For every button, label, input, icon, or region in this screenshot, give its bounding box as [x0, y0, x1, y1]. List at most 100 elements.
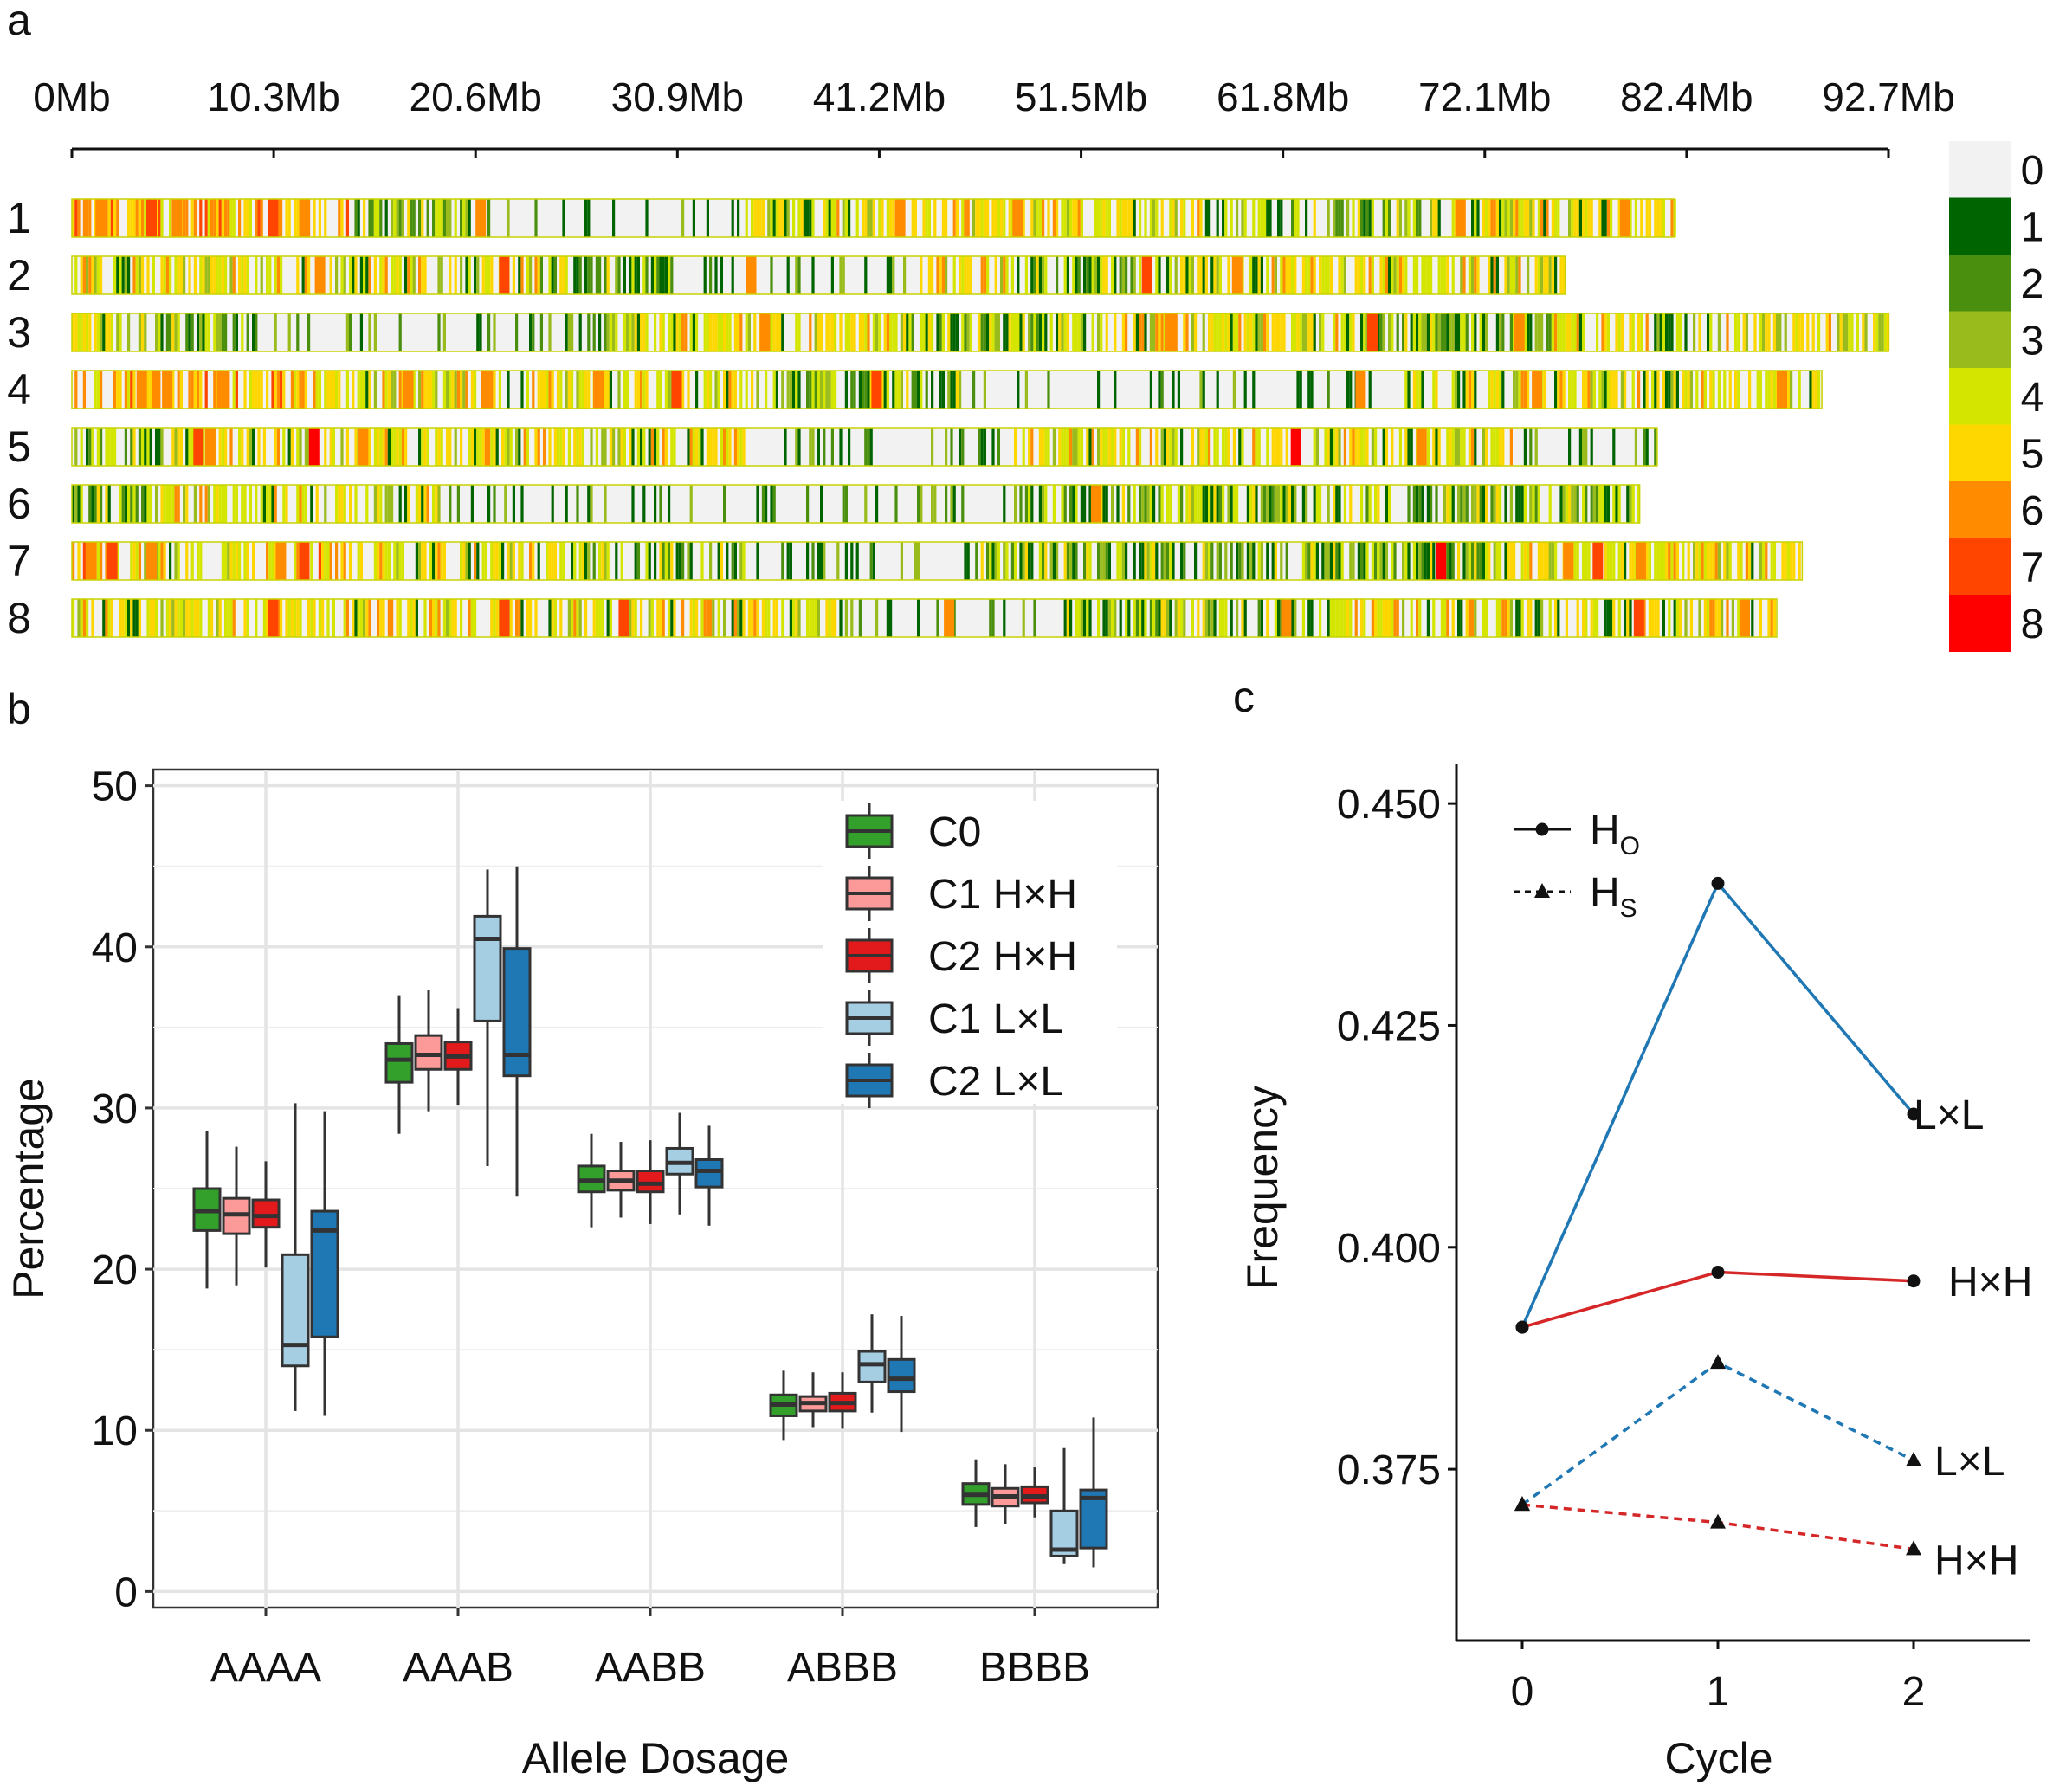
series-end-label: H×H [1948, 1260, 2032, 1305]
density-bin [617, 371, 621, 409]
mb-axis-tick-label: 72.1Mb [1418, 74, 1551, 119]
density-bin [313, 371, 316, 409]
density-bin [1654, 599, 1657, 637]
density-bin [271, 371, 274, 409]
density-bin [141, 313, 145, 351]
density-bin [1269, 199, 1272, 237]
density-bin [1451, 485, 1455, 523]
density-bin [1144, 599, 1147, 637]
density-bin [238, 542, 242, 580]
density-bin [1236, 199, 1239, 237]
density-bin [1340, 313, 1344, 351]
density-bin [642, 428, 646, 466]
density-bin [243, 199, 247, 237]
density-bin [1701, 371, 1704, 409]
density-bin [1107, 428, 1111, 466]
density-bin [1527, 313, 1530, 351]
density-bin [1199, 371, 1203, 409]
density-bin [1587, 199, 1591, 237]
density-bin [1208, 485, 1211, 523]
box-C1-L-L-AABB [665, 1112, 694, 1215]
density-bin [185, 599, 189, 637]
density-bin [1321, 313, 1325, 351]
density-bin [1612, 371, 1616, 409]
density-bin [1687, 542, 1690, 580]
density-bin [1432, 542, 1436, 580]
density-bin [1155, 199, 1159, 237]
density-bin [1075, 599, 1078, 637]
density-bin [1507, 256, 1510, 294]
density-bin [886, 199, 889, 237]
density-bin [1107, 199, 1111, 237]
density-bin [1604, 199, 1607, 237]
density-bin [160, 485, 164, 523]
density-bin [1038, 199, 1042, 237]
density-bin [1728, 371, 1732, 409]
density-bin [199, 199, 203, 237]
density-bin [1490, 371, 1494, 409]
density-bin [1416, 485, 1419, 523]
density-bin [1274, 256, 1277, 294]
density-bin [1204, 428, 1208, 466]
density-bin [301, 256, 305, 294]
density-bin [670, 256, 674, 294]
density-bin [1654, 428, 1657, 466]
density-bin [894, 371, 898, 409]
density-bin [345, 599, 349, 637]
density-bin [1056, 313, 1059, 351]
density-bin [761, 485, 765, 523]
density-bin [534, 428, 538, 466]
density-bin [1368, 199, 1372, 237]
density-bin [1523, 485, 1527, 523]
density-bin [1430, 485, 1433, 523]
density-bin [1554, 599, 1558, 637]
density-bin [1291, 313, 1294, 351]
density-bin [1230, 542, 1233, 580]
density-bin [1019, 485, 1023, 523]
density-bin [1363, 313, 1366, 351]
density-bin [1430, 542, 1433, 580]
box-C2-L-L-ABBB [887, 1316, 916, 1433]
density-bin [1493, 428, 1496, 466]
density-bin [216, 313, 219, 351]
density-bin [642, 256, 646, 294]
density-bin [1693, 542, 1696, 580]
density-bin [287, 428, 291, 466]
density-bin [706, 313, 709, 351]
density-bin [1044, 485, 1048, 523]
density-bin [945, 485, 948, 523]
density-bin [1604, 313, 1607, 351]
density-bin [1582, 313, 1585, 351]
density-bin [1271, 256, 1275, 294]
density-bin [631, 485, 635, 523]
density-bin [1052, 542, 1056, 580]
legend-item: C0 [845, 803, 981, 859]
density-bin [1665, 542, 1669, 580]
data-point-circle [1515, 1320, 1529, 1334]
density-bin [986, 313, 990, 351]
density-bin [617, 256, 621, 294]
density-bin [872, 542, 875, 580]
density-bin [1377, 485, 1380, 523]
density-bin [612, 428, 616, 466]
density-bin [368, 599, 371, 637]
density-bin [1252, 199, 1256, 237]
density-bin [980, 256, 984, 294]
box-body [473, 914, 502, 1022]
density-bin [100, 256, 103, 294]
density-bin [88, 256, 92, 294]
density-bin [1468, 371, 1471, 409]
density-bin [1204, 542, 1208, 580]
density-bin [1075, 256, 1078, 294]
density-bin [146, 485, 150, 523]
density-bin [1066, 599, 1069, 637]
density-bin [952, 371, 956, 409]
density-bin [700, 542, 704, 580]
density-bin [266, 256, 269, 294]
density-bin [966, 542, 970, 580]
density-bin [1313, 542, 1316, 580]
density-bin [1424, 256, 1427, 294]
density-bin [1615, 485, 1618, 523]
density-bin [1592, 485, 1596, 523]
density-bin [177, 542, 180, 580]
